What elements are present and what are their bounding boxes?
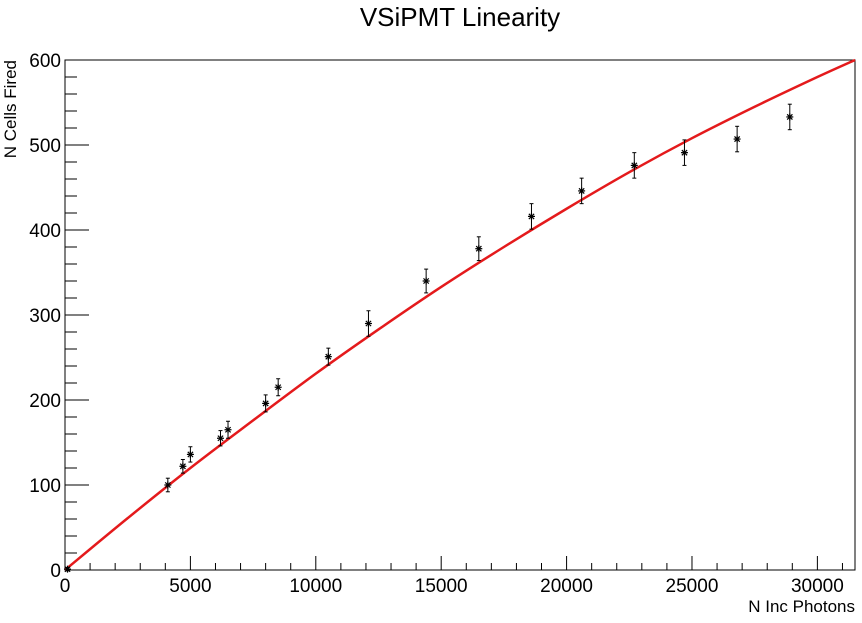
data-point [786,103,794,131]
x-tick-label: 10000 [289,576,342,597]
y-tick-label: 300 [29,306,61,327]
y-tick-label: 0 [50,561,61,582]
x-axis-label: N Inc Photons [748,597,855,616]
marker [681,149,688,156]
y-tick-label: 400 [29,221,61,242]
marker [528,213,535,220]
marker [179,463,186,470]
y-tick-label: 100 [29,476,61,497]
data-point [224,420,232,439]
marker [187,451,194,458]
marker [217,435,224,442]
data-point [179,459,187,474]
data-point [64,565,72,573]
marker [262,400,269,407]
data-point [422,268,430,294]
x-tick-label: 15000 [415,576,468,597]
fit-curve [64,58,856,571]
marker [734,136,741,143]
data-point [733,125,741,153]
x-tick-label: 5000 [169,576,211,597]
marker [631,162,638,169]
marker [64,566,71,573]
marker [164,481,171,489]
plot-frame [64,59,856,571]
x-axis-ticks: 0 5000 10000 15000 20000 25000 30000 [60,556,844,597]
data-point [164,477,172,493]
data-point [680,139,688,166]
marker [475,245,482,252]
y-tick-label: 500 [29,136,61,157]
marker [365,320,372,327]
marker [578,187,585,194]
data-points [64,103,794,573]
x-tick-label: 20000 [540,576,593,597]
marker [423,277,430,285]
marker [786,113,793,120]
marker [325,353,332,360]
marker [275,384,282,391]
data-point [475,236,483,262]
data-point [262,394,270,413]
y-axis-label: N Cells Fired [1,60,20,158]
fit-layer [64,58,856,571]
data-point [578,177,586,205]
data-point [324,347,332,366]
x-tick-label: 0 [60,576,71,597]
y-tick-label: 600 [29,51,61,72]
x-tick-label: 30000 [791,576,844,597]
data-point [216,430,224,447]
data-point [186,446,194,463]
data-point [630,152,638,179]
chart-title: VSiPMT Linearity [360,2,560,32]
x-tick-label: 25000 [666,576,719,597]
data-point [274,378,282,397]
y-tick-label: 200 [29,391,61,412]
y-axis-ticks: 0 100 200 300 400 500 600 [29,51,89,582]
data-point [364,310,372,337]
data-point [527,203,535,230]
marker [224,426,232,433]
